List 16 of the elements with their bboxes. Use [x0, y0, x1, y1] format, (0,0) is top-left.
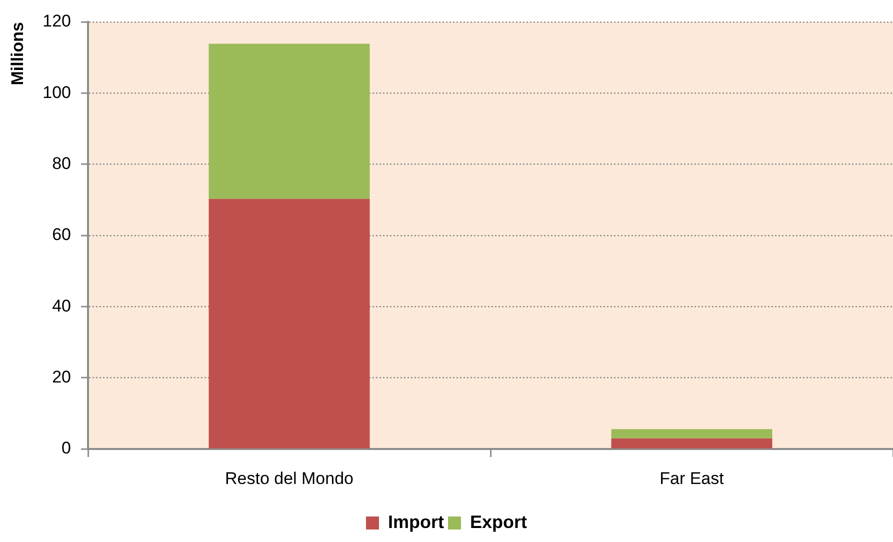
x-tick-label: Far East — [660, 468, 724, 488]
bar — [208, 44, 370, 199]
y-tick-label: 100 — [42, 82, 71, 102]
y-tick-label: 0 — [62, 438, 71, 458]
legend-label: Export — [470, 512, 528, 532]
x-tick-label: Resto del Mondo — [224, 468, 354, 488]
bar — [208, 198, 370, 448]
y-axis-title: Millions — [8, 22, 27, 86]
y-tick-label: 60 — [52, 225, 71, 244]
y-tick-label: 40 — [52, 296, 71, 316]
legend-label: Import — [388, 512, 444, 532]
y-tick-label: 120 — [42, 12, 71, 31]
bar — [611, 438, 772, 448]
y-tick-label: 80 — [52, 154, 71, 174]
bar — [611, 429, 772, 438]
y-tick-label: 20 — [52, 368, 71, 387]
